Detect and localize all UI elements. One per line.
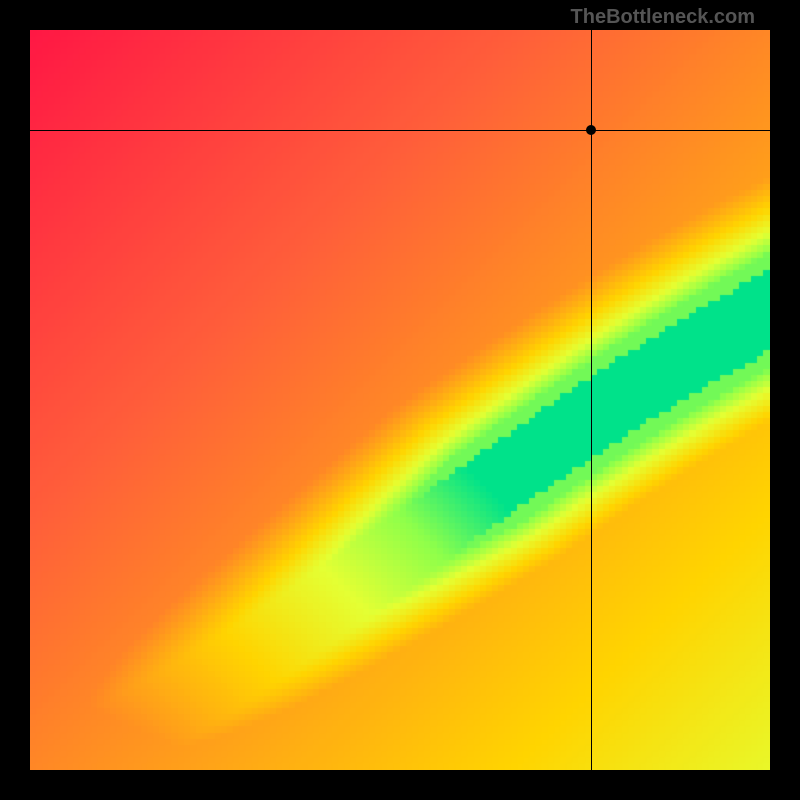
watermark-text: TheBottleneck.com: [571, 6, 755, 29]
crosshair-horizontal: [30, 130, 770, 131]
crosshair-dot-icon: [586, 125, 596, 135]
crosshair-vertical: [591, 30, 592, 770]
heatmap-canvas: [30, 30, 770, 770]
heatmap-plot: [30, 30, 770, 770]
